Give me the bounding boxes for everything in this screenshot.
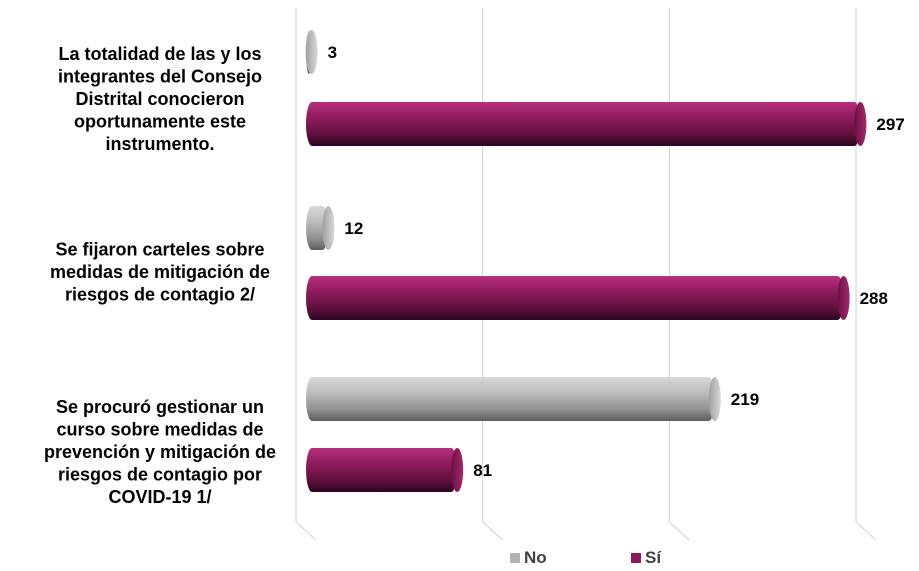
bar-cap-2-1: [854, 102, 867, 146]
legend: No Sí: [510, 548, 662, 567]
category-label-3: Se procuró gestionar un curso sobre medid…: [44, 397, 276, 507]
category-label-1: La totalidad de las y los integrantes del…: [58, 44, 262, 154]
legend-swatch-1: [510, 553, 520, 563]
bar-cap-2-3: [451, 448, 464, 492]
legend-swatch-2: [631, 553, 641, 563]
legend-label-2: Sí: [645, 548, 662, 567]
grid-lines: [295, 8, 877, 541]
gridline-200: [668, 8, 690, 541]
value-label-2-2: 288: [860, 289, 888, 308]
gridline-100: [482, 8, 504, 541]
bar-si-1: [306, 102, 861, 146]
value-label-1-2: 12: [344, 219, 363, 238]
gridline-0: [295, 8, 317, 541]
legend-label-1: No: [524, 548, 547, 567]
gridline-300: [855, 8, 877, 541]
value-label-1-1: 3: [328, 43, 337, 62]
value-label-1-3: 219: [731, 390, 759, 409]
category-label-2: Se fijaron carteles sobre medidas de miti…: [50, 239, 270, 304]
value-label-2-1: 297: [876, 115, 904, 134]
labels: La totalidad de las y los integrantes del…: [44, 43, 905, 507]
bar-cap-1-2: [322, 206, 335, 250]
bar-si-3: [306, 448, 458, 492]
bar-no-2: [306, 206, 329, 250]
bar-no-3: [306, 377, 715, 421]
bars: [305, 30, 867, 492]
bar-si-2: [306, 276, 844, 320]
bar-cap-1-1: [305, 30, 318, 74]
bar-cap-2-2: [837, 276, 850, 320]
bar-cap-1-3: [708, 377, 721, 421]
value-label-2-3: 81: [473, 461, 492, 480]
